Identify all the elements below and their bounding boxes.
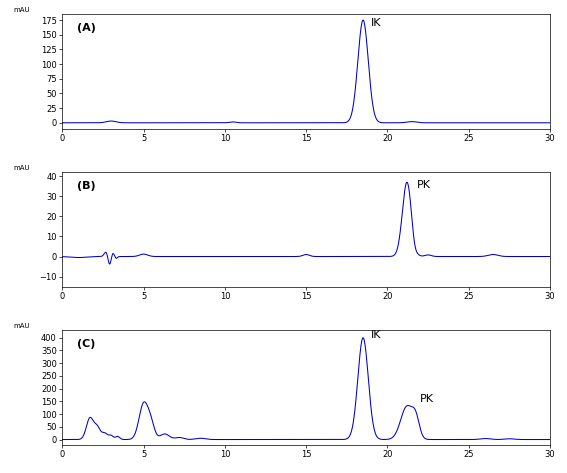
Text: IK: IK — [371, 330, 382, 340]
Text: (C): (C) — [77, 339, 95, 349]
Text: mAU: mAU — [14, 7, 30, 13]
Text: PK: PK — [420, 394, 434, 404]
Text: mAU: mAU — [14, 165, 30, 171]
Text: (B): (B) — [77, 181, 96, 191]
Text: (A): (A) — [77, 23, 96, 34]
Text: mAU: mAU — [14, 323, 30, 329]
Text: IK: IK — [371, 18, 382, 28]
Text: PK: PK — [417, 180, 431, 190]
